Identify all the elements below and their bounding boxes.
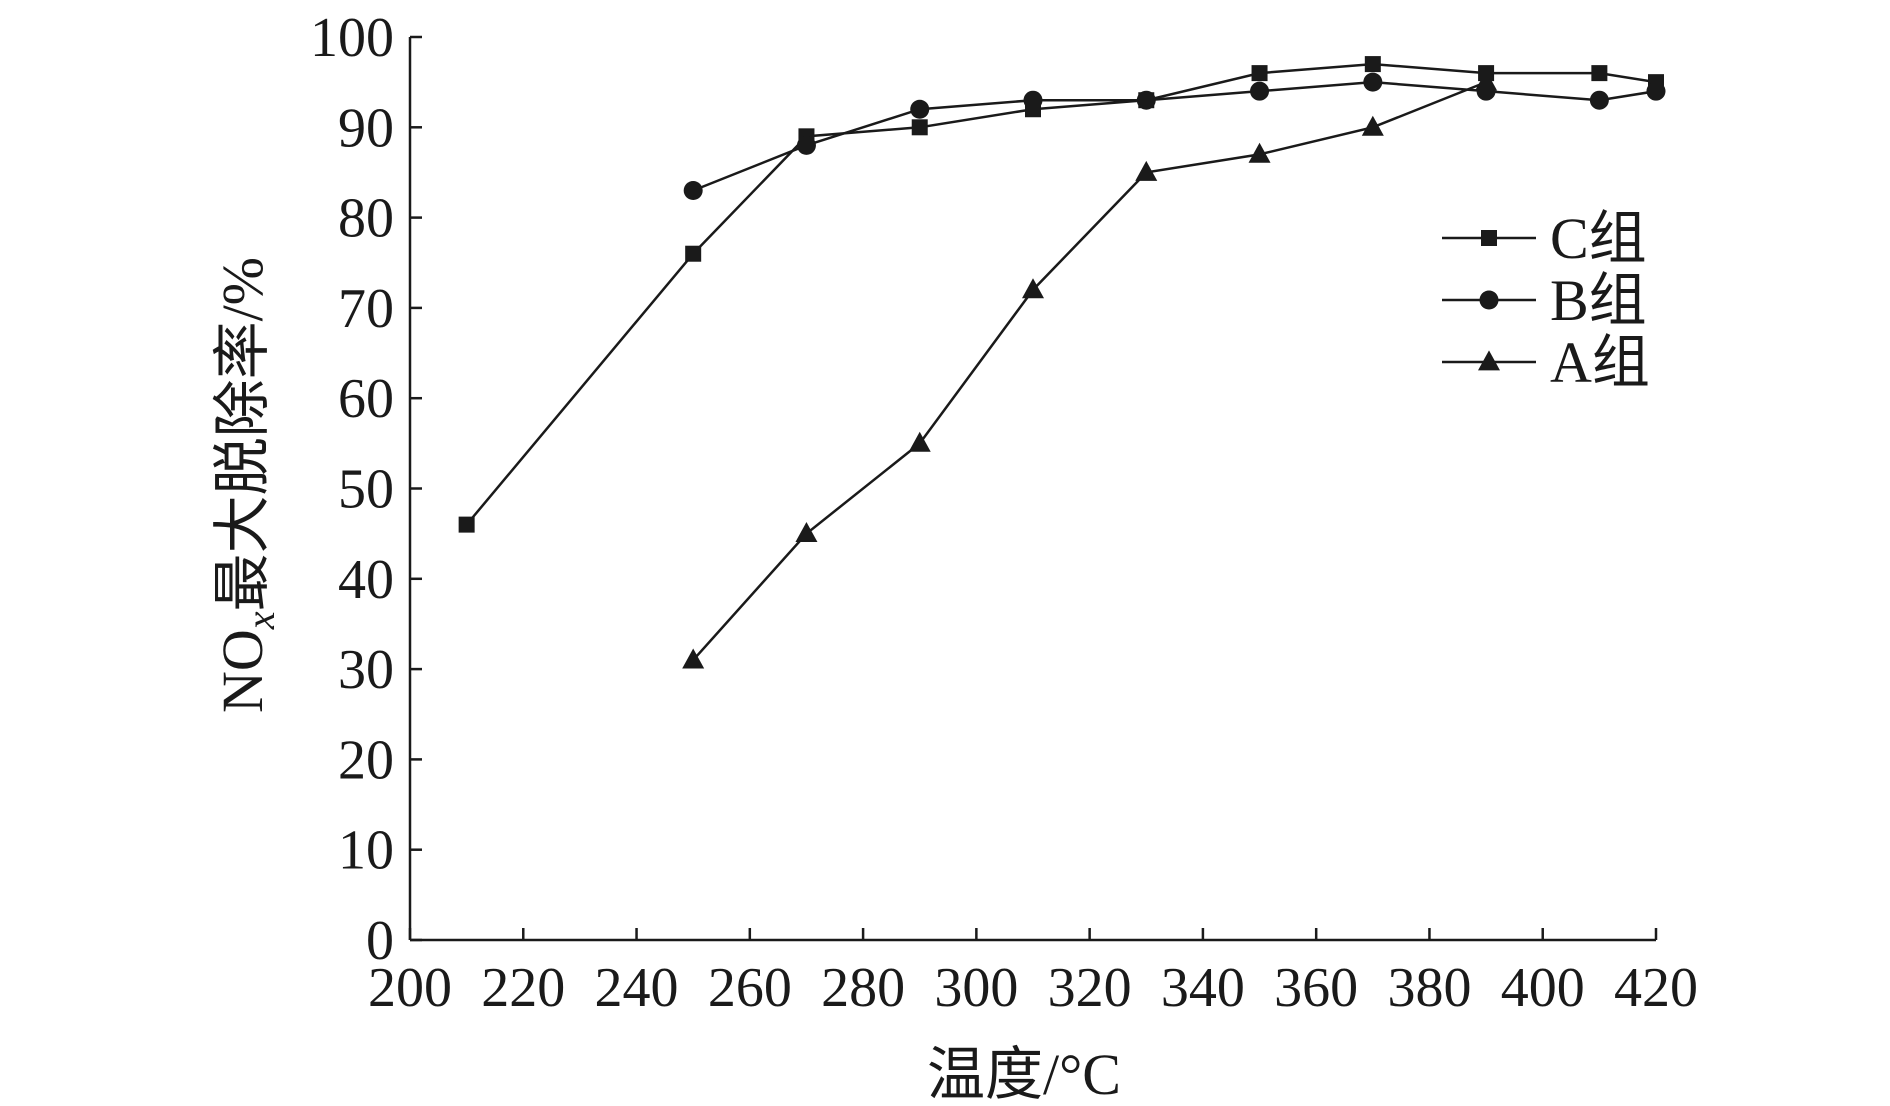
legend-marker-circle: [1479, 290, 1499, 310]
data-point-circle: [1136, 90, 1156, 110]
legend-item: B组: [1442, 268, 1647, 333]
legend-marker-triangle: [1478, 350, 1500, 371]
x-tick-label: 360: [1274, 957, 1358, 1019]
data-point-circle: [910, 99, 930, 119]
data-point-square: [685, 245, 702, 262]
data-point-circle: [683, 181, 703, 201]
y-tick-label: 100: [310, 7, 394, 69]
y-axis-title-subscript: x: [238, 611, 283, 630]
y-tick-label: 0: [366, 910, 394, 972]
legend-marker-square: [1481, 230, 1497, 246]
data-point-circle: [1023, 90, 1043, 110]
y-tick-label: 70: [338, 278, 394, 340]
x-tick-label: 320: [1048, 957, 1132, 1019]
series-circle: [683, 72, 1666, 201]
x-tick-label: 420: [1614, 957, 1698, 1019]
data-point-circle: [1589, 90, 1609, 110]
data-point-triangle: [1135, 160, 1158, 181]
x-axis-title: 温度/°C: [927, 1042, 1121, 1106]
legend-label: B组: [1550, 268, 1647, 333]
data-point-triangle: [1361, 115, 1384, 136]
axis-titles: 温度/°C NOx最大脱除率/%: [210, 257, 1121, 1106]
data-point-triangle: [908, 431, 931, 452]
data-point-triangle: [1022, 278, 1044, 299]
legend-item: A组: [1442, 330, 1650, 395]
data-point-circle: [1363, 72, 1383, 92]
data-point-square: [458, 516, 475, 533]
x-tick-label: 280: [821, 957, 905, 1019]
data-point-square: [1364, 56, 1381, 73]
data-point-triangle: [1475, 70, 1498, 91]
axes: 0 10 20 30 40 50 60 70 80 90 100 200 220 240 260 280 300…: [310, 7, 1698, 1019]
series-group: [458, 56, 1666, 669]
y-tick-label: 20: [338, 729, 394, 791]
x-tick-label: 300: [934, 957, 1018, 1019]
y-tick-label: 80: [338, 188, 394, 250]
legend-item: C组: [1442, 206, 1647, 271]
y-tick-label: 30: [338, 639, 394, 701]
y-tick-label: 90: [338, 97, 394, 159]
legend-label: C组: [1550, 206, 1647, 271]
x-tick-label: 240: [595, 957, 679, 1019]
data-point-circle: [1250, 81, 1270, 101]
y-axis-title-main: NO: [210, 629, 275, 713]
x-tick-label: 380: [1387, 957, 1471, 1019]
series-line: [692, 80, 1657, 192]
y-axis-title-rest: 最大脱除率/%: [210, 257, 275, 611]
series-triangle: [682, 70, 1498, 669]
data-point-triangle: [682, 648, 705, 669]
data-point-circle: [796, 135, 816, 155]
data-point-circle: [1646, 81, 1666, 101]
legend-label: A组: [1550, 330, 1650, 395]
y-tick-label: 50: [338, 459, 394, 521]
y-tick-label: 40: [338, 549, 394, 611]
y-tick-label: 10: [338, 820, 394, 882]
x-tick-label: 200: [368, 957, 452, 1019]
data-point-square: [1591, 65, 1608, 82]
data-point-square: [1251, 65, 1268, 82]
x-tick-label: 400: [1501, 957, 1585, 1019]
data-point-triangle: [1248, 142, 1271, 163]
y-tick-label: 60: [338, 368, 394, 430]
data-point-square: [911, 119, 928, 136]
x-tick-label: 260: [708, 957, 792, 1019]
x-tick-label: 340: [1161, 957, 1245, 1019]
series-line: [465, 62, 1657, 526]
x-tick-label: 220: [481, 957, 565, 1019]
data-point-triangle: [795, 522, 818, 543]
series-line: [692, 80, 1487, 661]
y-axis-title: NOx最大脱除率/%: [210, 257, 283, 713]
